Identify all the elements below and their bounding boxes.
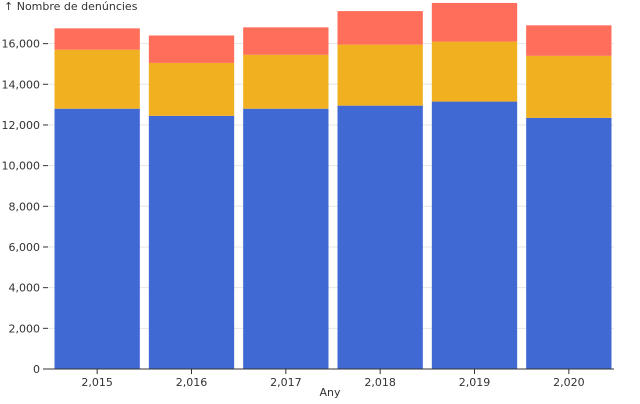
y-tick-label: 0 bbox=[33, 363, 40, 376]
bar-segment-1 bbox=[526, 117, 612, 369]
bar-segment-3 bbox=[54, 28, 140, 50]
bar-segment-3 bbox=[243, 27, 329, 55]
x-axis-label: Any bbox=[319, 386, 341, 399]
bar-segment-2 bbox=[526, 55, 612, 118]
x-tick-label: 2,020 bbox=[553, 376, 585, 389]
bar-segment-3 bbox=[526, 25, 612, 56]
bar-segment-2 bbox=[337, 44, 423, 106]
x-tick-label: 2,019 bbox=[459, 376, 491, 389]
y-tick-label: 2,000 bbox=[9, 322, 41, 335]
bar-segment-3 bbox=[148, 35, 235, 63]
y-tick-label: 16,000 bbox=[2, 38, 41, 51]
bar-segment-1 bbox=[243, 108, 329, 369]
bar-segment-3 bbox=[431, 2, 518, 42]
bar-segment-1 bbox=[431, 101, 518, 369]
bar-segment-2 bbox=[243, 54, 329, 109]
y-tick-label: 10,000 bbox=[2, 160, 41, 173]
bar-segment-2 bbox=[54, 49, 140, 109]
y-axis-label: ↑ Nombre de denúncies bbox=[4, 0, 138, 13]
y-tick-label: 14,000 bbox=[2, 78, 41, 91]
bar-segment-1 bbox=[54, 108, 140, 369]
bar-segment-3 bbox=[337, 11, 423, 45]
y-tick-label: 6,000 bbox=[9, 241, 41, 254]
x-tick-label: 2,017 bbox=[270, 376, 302, 389]
bar-segment-2 bbox=[148, 62, 235, 116]
y-tick-label: 12,000 bbox=[2, 119, 41, 132]
y-tick-label: 4,000 bbox=[9, 282, 41, 295]
x-tick-label: 2,018 bbox=[364, 376, 396, 389]
bar-segment-1 bbox=[148, 115, 235, 369]
y-tick-label: 8,000 bbox=[9, 200, 41, 213]
bar-segment-2 bbox=[431, 41, 518, 102]
x-tick-label: 2,016 bbox=[176, 376, 208, 389]
x-tick-label: 2,015 bbox=[81, 376, 113, 389]
bar-segment-1 bbox=[337, 105, 423, 369]
